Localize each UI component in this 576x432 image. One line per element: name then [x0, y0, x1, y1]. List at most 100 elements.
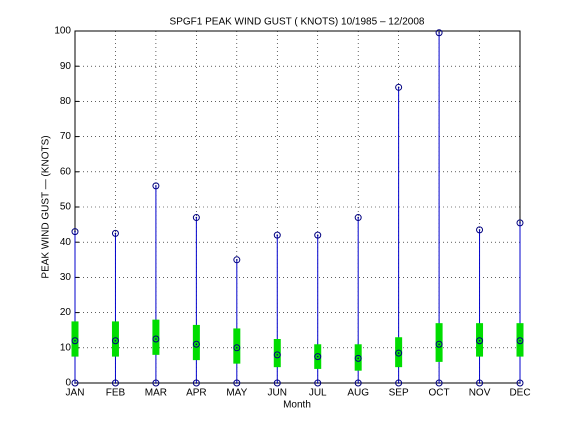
mean-marker: [152, 335, 160, 343]
y-tick-label: 40: [60, 237, 72, 248]
x-tick-label: MAY: [226, 388, 247, 399]
spread-bar: [152, 319, 160, 355]
x-tick-label: APR: [186, 388, 207, 399]
mean-dot: [438, 343, 440, 346]
spread-bar: [111, 321, 119, 357]
spread-bar: [71, 321, 79, 357]
max-marker: [516, 219, 524, 227]
min-dot: [276, 382, 279, 384]
spread-bar: [233, 328, 241, 364]
min-marker: [111, 379, 119, 387]
spread-bar: [354, 344, 362, 371]
min-marker: [395, 379, 403, 387]
max-dot: [236, 259, 238, 261]
mean-marker: [71, 337, 79, 345]
max-dot: [519, 222, 521, 224]
mean-dot: [195, 343, 198, 346]
max-dot: [438, 31, 440, 34]
mean-dot: [155, 338, 157, 340]
max-marker: [71, 228, 79, 236]
y-tick-label: 0: [65, 378, 71, 389]
min-dot: [114, 382, 117, 384]
mean-dot: [114, 339, 117, 342]
max-dot: [357, 216, 359, 219]
max-marker: [354, 214, 362, 222]
mean-marker: [314, 353, 322, 361]
mean-marker: [395, 349, 403, 357]
min-dot: [397, 382, 400, 384]
min-dot: [357, 382, 359, 384]
x-tick-label: SEP: [389, 388, 409, 399]
min-dot: [155, 382, 157, 384]
min-marker: [476, 379, 484, 387]
x-tick-label: JUN: [268, 388, 287, 399]
x-tick-label: AUG: [347, 388, 369, 399]
mean-marker: [435, 340, 443, 348]
min-dot: [316, 382, 319, 384]
max-dot: [155, 185, 157, 187]
y-tick-label: 60: [60, 166, 72, 177]
max-marker: [152, 182, 160, 190]
min-marker: [152, 379, 160, 387]
mean-dot: [74, 339, 76, 342]
max-marker: [395, 83, 403, 91]
y-tick-label: 10: [60, 342, 72, 353]
mean-dot: [357, 357, 359, 360]
spread-bar: [435, 323, 443, 362]
x-tick-label: FEB: [106, 388, 126, 399]
max-marker: [273, 231, 281, 239]
mean-marker: [273, 351, 281, 359]
max-marker: [314, 231, 322, 239]
x-tick-label: NOV: [469, 388, 491, 399]
y-tick-label: 20: [60, 307, 72, 318]
x-axis-label: Month: [283, 400, 311, 411]
min-dot: [74, 382, 76, 384]
min-dot: [236, 382, 238, 384]
plot-frame: [74, 30, 521, 384]
y-tick-label: 100: [54, 26, 71, 37]
mean-dot: [276, 354, 279, 356]
y-tick-label: 50: [60, 202, 72, 213]
min-marker: [435, 379, 443, 387]
y-axis-label: PEAK WIND GUST — (KNOTS): [41, 135, 52, 278]
max-dot: [478, 229, 481, 231]
min-marker: [273, 379, 281, 387]
mean-dot: [397, 352, 400, 354]
mean-marker: [476, 337, 484, 345]
x-tick-label: MAR: [145, 388, 167, 399]
mean-marker: [354, 354, 362, 362]
max-dot: [74, 230, 76, 233]
mean-marker: [516, 337, 524, 345]
min-dot: [195, 382, 198, 384]
min-marker: [516, 379, 524, 387]
x-tick-label: DEC: [509, 388, 530, 399]
max-dot: [276, 234, 279, 236]
mean-dot: [316, 355, 319, 358]
spread-bar: [476, 323, 484, 357]
mean-marker: [233, 344, 241, 352]
mean-marker: [111, 337, 119, 345]
chart-title: SPGF1 PEAK WIND GUST ( KNOTS) 10/1985 – …: [170, 17, 425, 28]
max-dot: [114, 232, 117, 235]
y-tick-label: 70: [60, 131, 72, 142]
spread-bar: [192, 324, 200, 361]
mean-dot: [519, 339, 521, 342]
max-marker: [192, 214, 200, 222]
y-tick-label: 90: [60, 61, 72, 72]
x-tick-label: JAN: [66, 388, 85, 399]
min-dot: [478, 382, 481, 384]
x-tick-label: JUL: [309, 388, 327, 399]
min-dot: [438, 382, 440, 384]
max-marker: [233, 256, 241, 264]
max-marker: [435, 29, 443, 37]
max-marker: [111, 229, 119, 237]
min-dot: [519, 382, 521, 384]
max-dot: [397, 86, 400, 89]
min-marker: [314, 379, 322, 387]
mean-dot: [236, 347, 238, 349]
y-tick-label: 30: [60, 272, 72, 283]
max-dot: [316, 234, 319, 236]
spread-bar: [516, 323, 524, 357]
max-dot: [195, 216, 198, 219]
max-marker: [476, 226, 484, 234]
